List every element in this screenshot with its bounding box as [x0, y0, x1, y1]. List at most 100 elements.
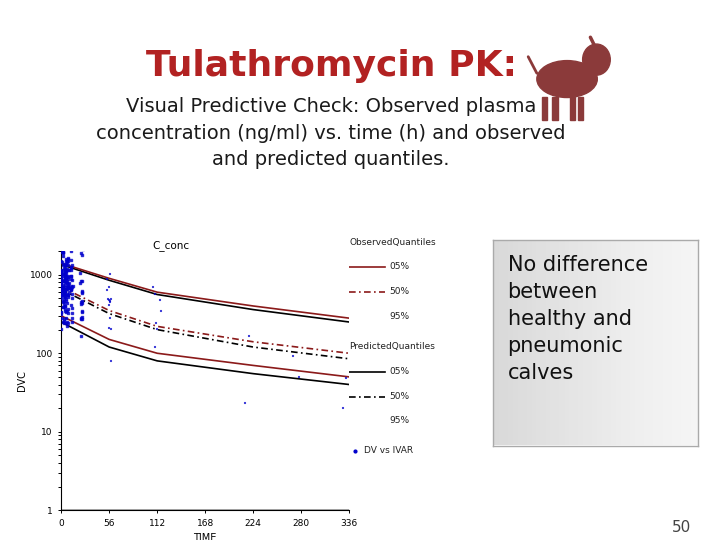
Point	[240, 398, 251, 407]
Point	[60, 238, 72, 246]
Point	[55, 278, 67, 287]
Point	[63, 265, 74, 274]
Point	[57, 265, 68, 274]
Point	[58, 316, 70, 325]
Point	[66, 314, 78, 322]
Point	[63, 254, 74, 263]
Point	[102, 286, 113, 294]
Point	[63, 283, 74, 292]
X-axis label: TIME: TIME	[194, 533, 217, 540]
Text: 95%: 95%	[390, 312, 410, 321]
Point	[58, 318, 69, 326]
Point	[66, 290, 77, 299]
Text: 05%: 05%	[390, 367, 410, 376]
Point	[76, 251, 88, 260]
Point	[55, 279, 67, 288]
Point	[60, 274, 72, 282]
Point	[104, 313, 116, 322]
Point	[151, 324, 163, 333]
Point	[66, 318, 78, 326]
Point	[63, 282, 74, 291]
Point	[147, 282, 158, 291]
Point	[60, 278, 72, 286]
Point	[57, 285, 68, 293]
Point	[63, 260, 74, 269]
Point	[62, 319, 73, 328]
Point	[66, 276, 78, 285]
Point	[59, 273, 71, 282]
Point	[57, 282, 68, 291]
Point	[62, 284, 73, 292]
Point	[55, 286, 67, 295]
Point	[58, 298, 69, 306]
Point	[55, 278, 67, 286]
Point	[58, 269, 70, 278]
Point	[66, 272, 77, 280]
Point	[156, 307, 167, 316]
Ellipse shape	[537, 60, 598, 98]
Text: Tulathromycin PK:: Tulathromycin PK:	[145, 49, 517, 83]
Point	[59, 278, 71, 286]
Point	[57, 303, 68, 312]
Point	[58, 294, 70, 302]
Point	[66, 285, 77, 293]
Point	[55, 244, 67, 252]
Point	[57, 244, 68, 253]
Point	[59, 292, 71, 300]
Point	[287, 352, 299, 360]
Point	[55, 268, 67, 276]
Point	[76, 298, 87, 307]
Point	[60, 260, 71, 269]
Point	[105, 325, 117, 334]
Point	[58, 276, 70, 285]
Point	[57, 297, 68, 306]
Point	[58, 281, 69, 289]
Point	[58, 249, 69, 258]
Bar	[552, 97, 557, 120]
Point	[76, 314, 88, 323]
Point	[55, 275, 67, 284]
Point	[62, 274, 73, 283]
Point	[66, 281, 77, 290]
Point	[60, 272, 72, 280]
Point	[57, 285, 68, 293]
Point	[76, 231, 88, 240]
Point	[58, 283, 69, 292]
Point	[59, 266, 71, 275]
Point	[61, 307, 73, 315]
Point	[60, 260, 72, 269]
Point	[58, 244, 70, 252]
Point	[61, 256, 73, 265]
Point	[60, 266, 72, 275]
Point	[76, 314, 87, 322]
Point	[340, 374, 351, 382]
Point	[150, 289, 161, 298]
Point	[55, 272, 67, 281]
Point	[63, 292, 74, 301]
Point	[59, 305, 71, 313]
Point	[66, 286, 77, 295]
Text: 95%: 95%	[390, 416, 410, 426]
Point	[58, 319, 70, 328]
Point	[66, 247, 77, 256]
Point	[338, 403, 349, 412]
Point	[76, 297, 88, 306]
Point	[60, 295, 72, 303]
Point	[62, 309, 73, 318]
Point	[57, 291, 68, 299]
Bar	[542, 97, 547, 120]
Point	[66, 244, 77, 253]
Point	[58, 276, 69, 285]
Point	[149, 343, 161, 352]
Point	[56, 287, 68, 295]
Title: C_conc: C_conc	[152, 240, 189, 251]
Point	[57, 248, 68, 256]
Polygon shape	[586, 71, 602, 76]
Point	[104, 298, 116, 306]
Point	[56, 275, 68, 284]
Point	[58, 285, 69, 293]
Bar	[578, 97, 583, 120]
Point	[60, 285, 72, 294]
Point	[63, 272, 74, 281]
Point	[55, 237, 67, 245]
